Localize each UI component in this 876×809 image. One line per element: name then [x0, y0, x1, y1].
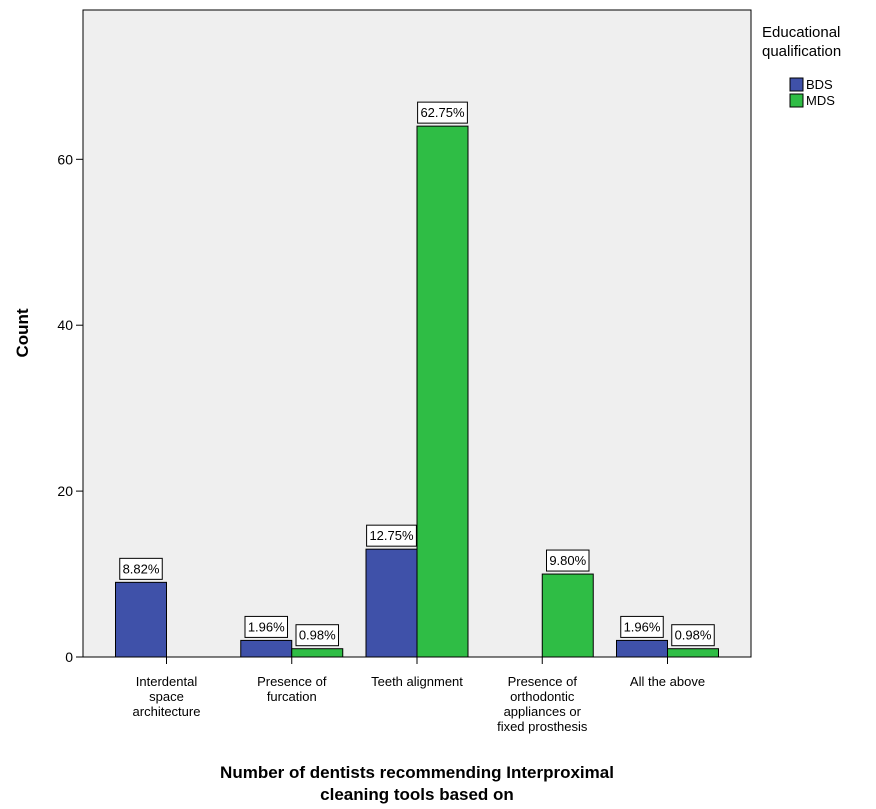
data-label-box [620, 615, 664, 638]
data-label: 62.75% [420, 105, 465, 120]
x-tick-label: Presence of [257, 674, 327, 689]
data-label: 0.98% [675, 628, 712, 643]
data-label-box [546, 549, 590, 572]
bar-mds [291, 648, 344, 658]
legend-label-bds: BDS [806, 77, 833, 92]
x-tick-label: Interdental [136, 674, 198, 689]
data-label-box [366, 524, 417, 547]
x-tick-label: Teeth alignment [371, 674, 463, 689]
legend-label-mds: MDS [806, 93, 835, 108]
data-label: 8.82% [123, 561, 160, 576]
bar-bds [240, 639, 293, 658]
legend-swatch-mds [789, 93, 804, 108]
data-label: 9.80% [549, 553, 586, 568]
data-label: 1.96% [248, 619, 285, 634]
y-tick-label: 40 [57, 317, 73, 333]
y-axis-label: Count [13, 308, 32, 357]
x-tick-label: appliances or [504, 704, 582, 719]
legend-title-line-1: Educational [762, 24, 840, 41]
data-label-box [417, 101, 468, 124]
bar-bds [365, 548, 418, 658]
x-tick-label: Presence of [508, 674, 578, 689]
data-label-box [671, 624, 715, 647]
data-label: 0.98% [299, 628, 336, 643]
y-tick-label: 60 [57, 151, 73, 167]
x-tick-label: orthodontic [510, 689, 575, 704]
x-tick-label: furcation [267, 689, 317, 704]
data-label-box [295, 624, 339, 647]
data-label-box [119, 557, 163, 580]
data-label-box [244, 615, 288, 638]
x-tick-label: space [149, 689, 184, 704]
bar-bds [616, 639, 668, 658]
x-tick-label: architecture [133, 704, 201, 719]
y-tick-label: 20 [57, 483, 73, 499]
bar-mds [416, 125, 469, 658]
y-tick-label: 0 [65, 649, 73, 665]
x-tick-label: All the above [630, 674, 705, 689]
legend-title-line-2: qualification [762, 43, 841, 60]
data-label: 12.75% [369, 528, 414, 543]
x-tick-label: fixed prosthesis [497, 719, 588, 734]
bar-mds [667, 648, 719, 658]
legend-swatch-bds [789, 77, 804, 92]
x-axis-label-line-1: Number of dentists recommending Interpro… [220, 763, 614, 782]
bar-mds [541, 573, 594, 658]
x-axis-label-line-2: cleaning tools based on [320, 785, 514, 804]
data-label: 1.96% [624, 619, 661, 634]
bar-bds [115, 581, 167, 658]
